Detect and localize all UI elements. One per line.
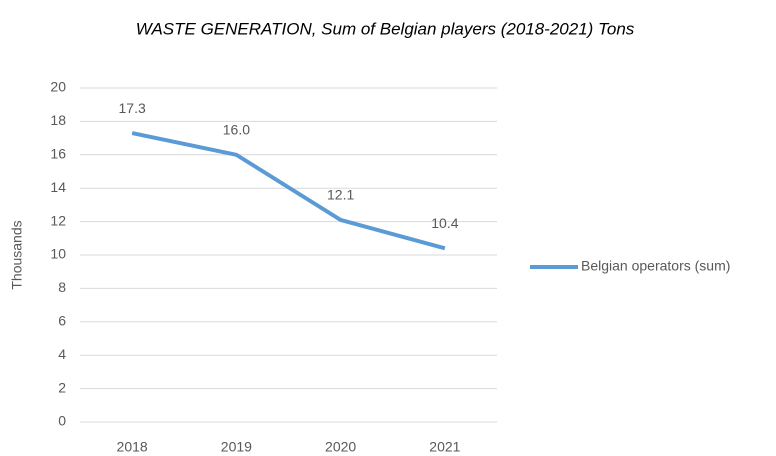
data-label: 17.3 bbox=[119, 100, 146, 116]
legend-label: Belgian operators (sum) bbox=[581, 258, 730, 274]
y-tick-label: 18 bbox=[50, 112, 66, 128]
y-axis-label: Thousands bbox=[9, 220, 25, 289]
y-tick-label: 6 bbox=[58, 313, 66, 329]
data-label: 10.4 bbox=[431, 215, 458, 231]
y-tick-label: 0 bbox=[58, 413, 66, 429]
x-tick-label: 2020 bbox=[325, 439, 356, 455]
data-line bbox=[131, 131, 446, 251]
y-tick-label: 20 bbox=[50, 79, 66, 95]
y-tick-label: 2 bbox=[58, 379, 66, 395]
data-label: 16.0 bbox=[223, 122, 250, 138]
data-label: 12.1 bbox=[327, 187, 354, 203]
y-tick-label: 10 bbox=[50, 246, 66, 262]
chart-title: WASTE GENERATION, Sum of Belgian players… bbox=[136, 19, 635, 38]
y-tick-label: 16 bbox=[50, 146, 66, 162]
y-tick-label: 4 bbox=[58, 346, 66, 362]
x-tick-label: 2019 bbox=[221, 439, 252, 455]
y-tick-label: 8 bbox=[58, 279, 66, 295]
y-tick-label: 14 bbox=[50, 179, 66, 195]
x-tick-label: 2018 bbox=[117, 439, 148, 455]
y-tick-label: 12 bbox=[50, 212, 66, 228]
x-tick-label: 2021 bbox=[429, 439, 460, 455]
